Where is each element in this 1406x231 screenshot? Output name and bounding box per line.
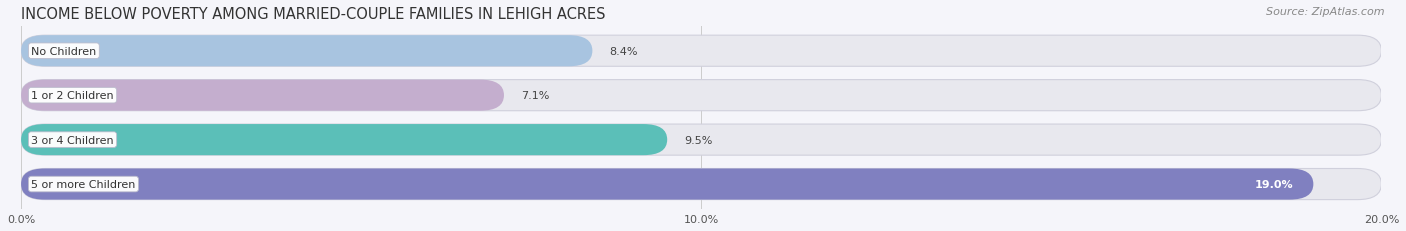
Text: 1 or 2 Children: 1 or 2 Children xyxy=(31,91,114,101)
Text: 5 or more Children: 5 or more Children xyxy=(31,179,135,189)
Text: 19.0%: 19.0% xyxy=(1254,179,1294,189)
FancyBboxPatch shape xyxy=(21,80,1381,111)
Text: 8.4%: 8.4% xyxy=(609,46,638,56)
Text: 9.5%: 9.5% xyxy=(685,135,713,145)
FancyBboxPatch shape xyxy=(21,36,592,67)
FancyBboxPatch shape xyxy=(21,125,668,155)
Text: No Children: No Children xyxy=(31,46,97,56)
Text: INCOME BELOW POVERTY AMONG MARRIED-COUPLE FAMILIES IN LEHIGH ACRES: INCOME BELOW POVERTY AMONG MARRIED-COUPL… xyxy=(21,7,606,22)
FancyBboxPatch shape xyxy=(21,36,1381,67)
Text: 7.1%: 7.1% xyxy=(522,91,550,101)
FancyBboxPatch shape xyxy=(21,169,1313,200)
Text: 3 or 4 Children: 3 or 4 Children xyxy=(31,135,114,145)
Text: Source: ZipAtlas.com: Source: ZipAtlas.com xyxy=(1267,7,1385,17)
FancyBboxPatch shape xyxy=(21,169,1381,200)
FancyBboxPatch shape xyxy=(21,80,503,111)
FancyBboxPatch shape xyxy=(21,125,1381,155)
